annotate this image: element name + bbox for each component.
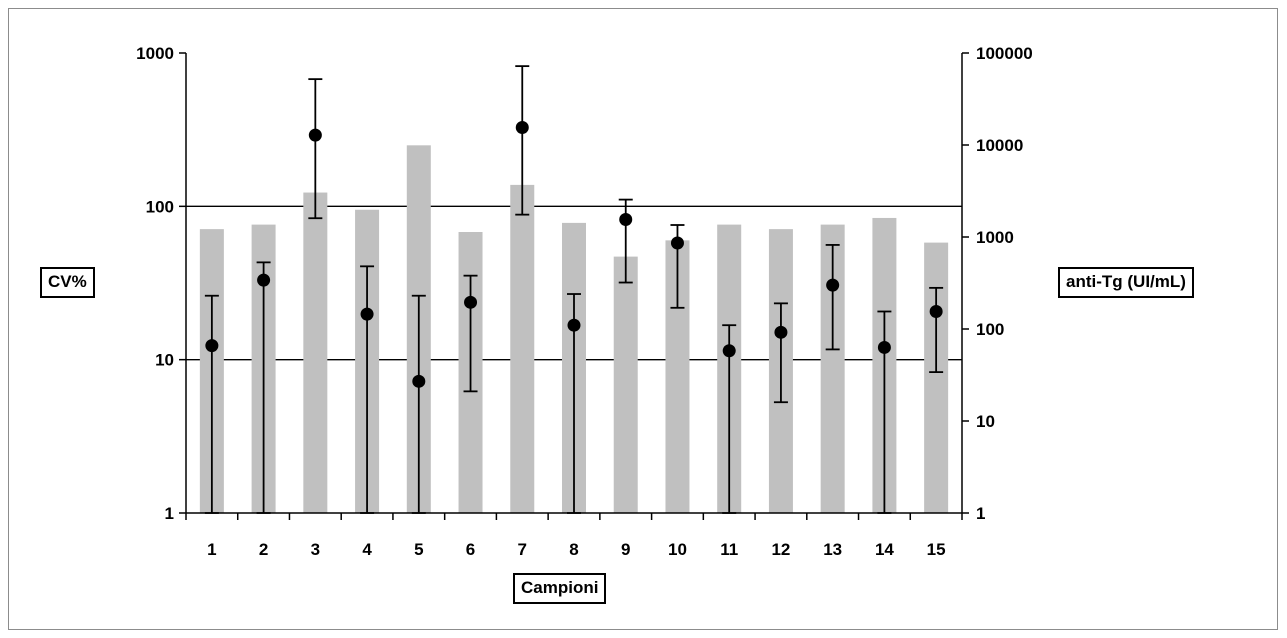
x-tick-label: 9 (621, 540, 630, 559)
data-point (826, 278, 840, 292)
bar (924, 242, 949, 513)
data-point (360, 307, 374, 321)
data-point (929, 304, 943, 318)
data-point (205, 339, 219, 353)
data-point (619, 212, 633, 226)
y-axis-left-title: CV% (40, 267, 95, 298)
x-tick-label: 1 (207, 540, 216, 559)
data-point (774, 325, 788, 339)
data-point (464, 295, 478, 309)
x-tick-label: 13 (823, 540, 842, 559)
data-point (412, 374, 426, 388)
x-tick-label: 12 (771, 540, 790, 559)
y-left-tick-label: 10 (155, 351, 174, 370)
y-right-tick-label: 1000 (976, 228, 1014, 247)
x-tick-label: 6 (466, 540, 475, 559)
x-tick-label: 7 (518, 540, 527, 559)
y-left-tick-label: 100 (146, 197, 174, 216)
data-point (308, 128, 322, 142)
data-point (257, 273, 271, 287)
x-tick-label: 4 (362, 540, 372, 559)
bar (613, 256, 638, 513)
data-point (722, 344, 736, 358)
chart-frame (8, 8, 1278, 630)
x-tick-label: 11 (720, 540, 738, 559)
y-right-tick-label: 1 (976, 504, 985, 523)
data-point (515, 120, 529, 134)
x-tick-label: 5 (414, 540, 423, 559)
bar (303, 192, 328, 513)
y-right-tick-label: 100000 (976, 44, 1033, 63)
x-tick-label: 3 (311, 540, 320, 559)
x-tick-label: 15 (927, 540, 946, 559)
x-tick-label: 8 (569, 540, 578, 559)
x-tick-label: 2 (259, 540, 268, 559)
data-point (670, 236, 684, 250)
y-right-tick-label: 10 (976, 412, 995, 431)
y-axis-right-title: anti-Tg (UI/mL) (1058, 267, 1194, 298)
y-right-tick-label: 100 (976, 320, 1004, 339)
y-right-tick-label: 10000 (976, 136, 1023, 155)
bar (510, 184, 535, 514)
y-left-tick-label: 1000 (136, 44, 174, 63)
data-point (567, 318, 581, 332)
y-left-tick-label: 1 (165, 504, 174, 523)
x-tick-label: 10 (668, 540, 687, 559)
x-tick-label: 14 (875, 540, 894, 559)
x-axis-title: Campioni (513, 573, 607, 604)
data-point (877, 340, 891, 354)
